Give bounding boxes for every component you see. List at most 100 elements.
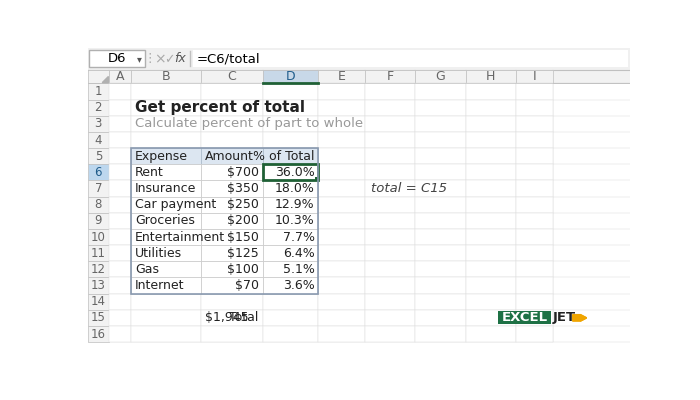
Bar	[466, 164, 516, 180]
Bar	[466, 229, 516, 245]
Text: ⋮: ⋮	[144, 52, 155, 65]
Bar	[88, 70, 109, 84]
Bar	[201, 213, 262, 229]
Bar	[262, 245, 318, 261]
Bar	[88, 197, 109, 213]
Text: $150: $150	[227, 230, 259, 244]
Bar	[109, 100, 131, 116]
Bar	[262, 229, 318, 245]
Bar	[131, 164, 201, 180]
Bar	[201, 84, 262, 100]
Text: 7: 7	[94, 182, 102, 195]
Bar	[109, 164, 131, 180]
Bar	[109, 294, 131, 310]
Text: Insurance: Insurance	[135, 182, 196, 195]
Bar	[318, 310, 365, 326]
Bar	[365, 84, 415, 100]
Bar	[262, 294, 318, 310]
Text: D6: D6	[108, 52, 126, 65]
Text: Calculate percent of part to whole: Calculate percent of part to whole	[135, 117, 363, 130]
Bar	[262, 326, 318, 342]
Bar	[88, 116, 109, 132]
Bar	[262, 164, 318, 180]
Bar	[516, 180, 552, 197]
Bar	[131, 70, 201, 84]
Bar	[262, 278, 318, 294]
Bar	[466, 84, 516, 100]
Bar	[318, 229, 365, 245]
Bar	[131, 84, 201, 100]
Bar	[262, 278, 318, 294]
Bar	[466, 197, 516, 213]
Bar	[201, 326, 262, 342]
Bar	[318, 197, 365, 213]
Bar	[201, 197, 262, 213]
Bar	[365, 278, 415, 294]
Bar	[365, 261, 415, 278]
Bar	[498, 311, 551, 324]
Bar	[131, 148, 201, 164]
Bar	[365, 180, 415, 197]
Text: 13: 13	[91, 279, 106, 292]
Bar	[415, 310, 466, 326]
Text: Entertainment: Entertainment	[135, 230, 225, 244]
Bar	[262, 197, 318, 213]
Bar	[262, 310, 318, 326]
Bar	[516, 100, 552, 116]
Bar	[201, 116, 262, 132]
Text: 12.9%: 12.9%	[275, 198, 314, 211]
Bar	[466, 213, 516, 229]
Bar	[88, 310, 109, 326]
Text: 16: 16	[91, 328, 106, 340]
Bar	[109, 132, 131, 148]
Bar	[262, 213, 318, 229]
Text: A: A	[116, 70, 125, 83]
Polygon shape	[573, 315, 587, 321]
Bar	[201, 229, 262, 245]
Bar	[318, 164, 365, 180]
Text: Rent: Rent	[135, 166, 164, 179]
Bar	[131, 229, 201, 245]
Bar	[365, 132, 415, 148]
Bar	[262, 70, 318, 84]
Bar	[365, 213, 415, 229]
Bar	[516, 116, 552, 132]
Bar	[131, 132, 201, 148]
Bar	[131, 116, 201, 132]
Text: 9: 9	[94, 214, 102, 227]
Bar	[131, 100, 201, 116]
Text: Amount: Amount	[204, 150, 253, 163]
Text: 1: 1	[94, 85, 102, 98]
Bar	[131, 180, 201, 197]
Bar	[262, 164, 318, 180]
Bar	[201, 164, 262, 180]
Bar	[415, 197, 466, 213]
Text: I: I	[533, 70, 536, 83]
Bar	[516, 326, 552, 342]
Bar	[516, 70, 552, 84]
Bar	[516, 213, 552, 229]
Bar	[109, 310, 131, 326]
Bar	[415, 84, 466, 100]
Bar	[415, 70, 466, 84]
Bar	[415, 100, 466, 116]
Bar	[131, 278, 201, 294]
Text: 2: 2	[94, 101, 102, 114]
Bar	[318, 326, 365, 342]
Bar	[201, 294, 262, 310]
Text: 15: 15	[91, 311, 106, 324]
Bar	[415, 245, 466, 261]
Text: JET: JET	[552, 311, 575, 324]
Bar	[262, 180, 318, 197]
Bar	[88, 180, 109, 197]
Text: Car payment: Car payment	[135, 198, 216, 211]
Bar	[131, 261, 201, 278]
Bar	[88, 261, 109, 278]
Bar	[516, 84, 552, 100]
Text: 6: 6	[94, 166, 102, 179]
Bar	[318, 132, 365, 148]
Bar	[365, 197, 415, 213]
Bar	[193, 50, 629, 67]
Bar	[415, 294, 466, 310]
Text: $1,945: $1,945	[204, 311, 248, 324]
